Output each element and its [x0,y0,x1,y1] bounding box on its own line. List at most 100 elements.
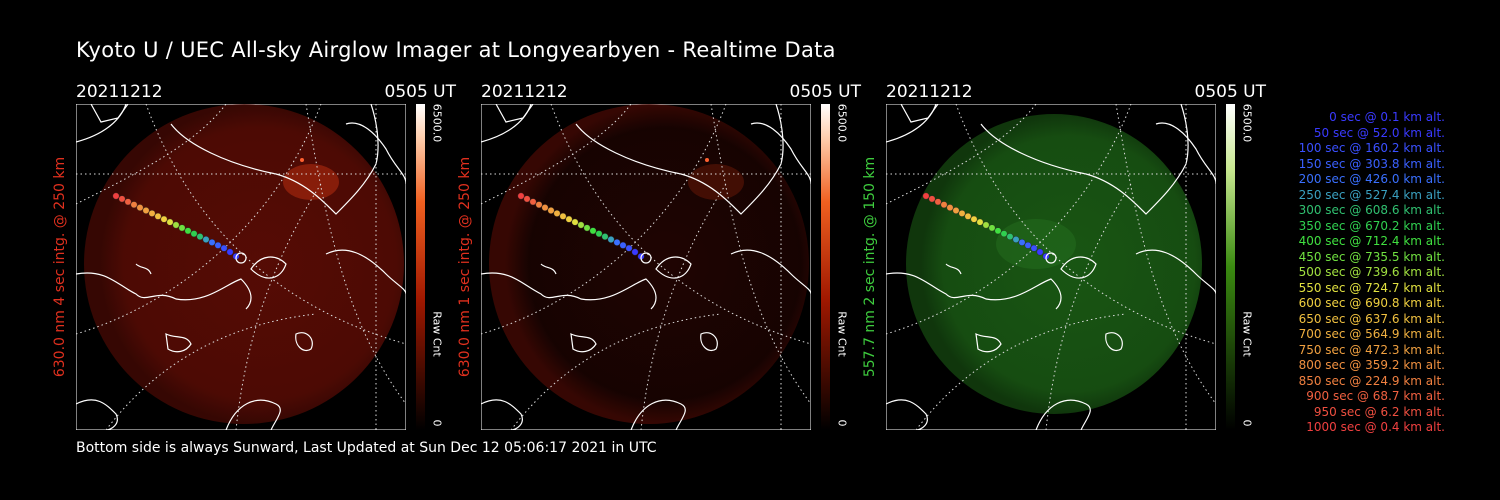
coastline [135,263,152,275]
trajectory-dot [934,198,942,206]
panel-date: 20211212 [481,82,568,102]
trajectory-dot [571,218,579,226]
legend-row: 650 sec @ 637.6 km alt. [1298,311,1445,326]
coastline [90,104,129,123]
trajectory-dot [952,207,960,214]
colorbar-gradient [1226,104,1235,430]
trajectory-dot [625,244,633,252]
trajectory-dot [1006,233,1014,241]
legend-row: 200 sec @ 426.0 km alt. [1298,172,1445,186]
station-marker [640,252,652,264]
legend-row: 0 sec @ 0.1 km alt. [1329,110,1445,124]
trajectory-dot [535,201,543,209]
trajectory-dot [517,192,525,200]
trajectory-dot [940,201,948,209]
legend-row: 400 sec @ 712.4 km alt. [1298,234,1445,248]
coastline [540,263,557,275]
coastline [481,399,523,430]
aurora-spot [300,158,304,162]
legend-row: 250 sec @ 527.4 km alt. [1298,187,1445,202]
legend-row: 50 sec @ 52.0 km alt. [1313,125,1445,140]
legend-row: 700 sec @ 564.9 km alt. [1298,327,1445,341]
trajectory-dot [541,204,549,212]
colorbar-gradient [821,104,830,430]
legend-row: 550 sec @ 724.7 km alt. [1298,280,1445,295]
legend-row: 500 sec @ 739.6 km alt. [1298,265,1445,279]
trajectory-dot [154,212,162,220]
trajectory-dot [166,218,174,226]
coastline [900,104,939,123]
trajectory-dot [136,204,144,212]
legend-row: 150 sec @ 303.8 km alt. [1298,156,1445,171]
trajectory-dot [958,210,966,217]
station-marker [235,252,247,264]
trajectory-dot [142,207,150,214]
graticule-line [305,104,406,405]
trajectory-dot [1036,248,1044,256]
coastline [945,263,962,275]
legend-row: 450 sec @ 735.5 km alt. [1298,249,1445,264]
trajectory-dot [988,224,996,232]
trajectory-dot [190,230,198,238]
colorbar-title: Raw Cnt [430,311,444,357]
coastline [76,399,118,430]
trajectory-dot [583,224,591,232]
panel-time: 0505 UT [1194,82,1267,102]
legend-row: 100 sec @ 160.2 km alt. [1298,141,1445,155]
trajectory-dot [1012,236,1020,243]
colorbar [821,104,830,430]
trajectory-dot [922,192,930,200]
airglow-panel-630-1s: 20211212 0505 UT 630.0 nm 1 sec intg. @ … [457,82,861,430]
trajectory-dot [970,215,978,223]
trajectory-time-altitude-legend: 0 sec @ 0.1 km alt. 50 sec @ 52.0 km alt.… [1250,110,1445,436]
coastline [1060,256,1097,279]
trajectory-dot [601,233,609,241]
coastline [481,272,657,310]
page-title: Kyoto U / UEC All-sky Airglow Imager at … [76,38,836,62]
colorbar [416,104,425,430]
graticule-line [481,104,632,205]
aurora-spot [705,158,709,162]
coastline [495,104,534,123]
panel-side-label: 557.7 nm 2 sec intg. @ 150 km [862,156,878,378]
coastline [325,249,406,295]
coastline [345,122,406,185]
panel-date: 20211212 [886,82,973,102]
coastline [980,104,1189,215]
coastline [1155,122,1216,185]
coastline [886,272,1062,310]
trajectory-dot [160,215,168,223]
coastline [76,272,252,310]
coastline [730,249,811,295]
panel-side-label: 630.0 nm 1 sec intg. @ 250 km [457,156,473,378]
panel-date: 20211212 [76,82,163,102]
coastline [170,104,379,215]
trajectory-dot [112,192,120,200]
trajectory-dot [214,241,222,249]
coastline [975,332,1002,353]
graticule-line [710,104,811,405]
station-marker [1045,252,1057,264]
coastline [295,332,313,352]
coastline [655,256,692,279]
panel-side-label: 630.0 nm 4 sec intg. @ 250 km [52,156,68,378]
graticule-line [481,104,727,335]
coastline [630,399,686,430]
coastline [750,122,811,185]
coastline [1105,332,1123,352]
trajectory-dot [589,227,597,235]
coastline [165,332,192,353]
legend-row: 300 sec @ 608.6 km alt. [1298,203,1445,217]
graticule-line [886,104,1037,205]
graticule-line [76,104,227,205]
legend-row: 1000 sec @ 0.4 km alt. [1306,420,1445,434]
colorbar-min: 0 [835,419,849,427]
colorbar-gradient [416,104,425,430]
trajectory-dot [1018,238,1026,246]
trajectory-dot [607,236,615,243]
coastline [570,332,597,353]
colorbar-max: 6500.0 [430,103,444,143]
allsky-image-map [76,104,406,430]
allsky-image-map [886,104,1216,430]
trajectory-dot [613,238,621,246]
